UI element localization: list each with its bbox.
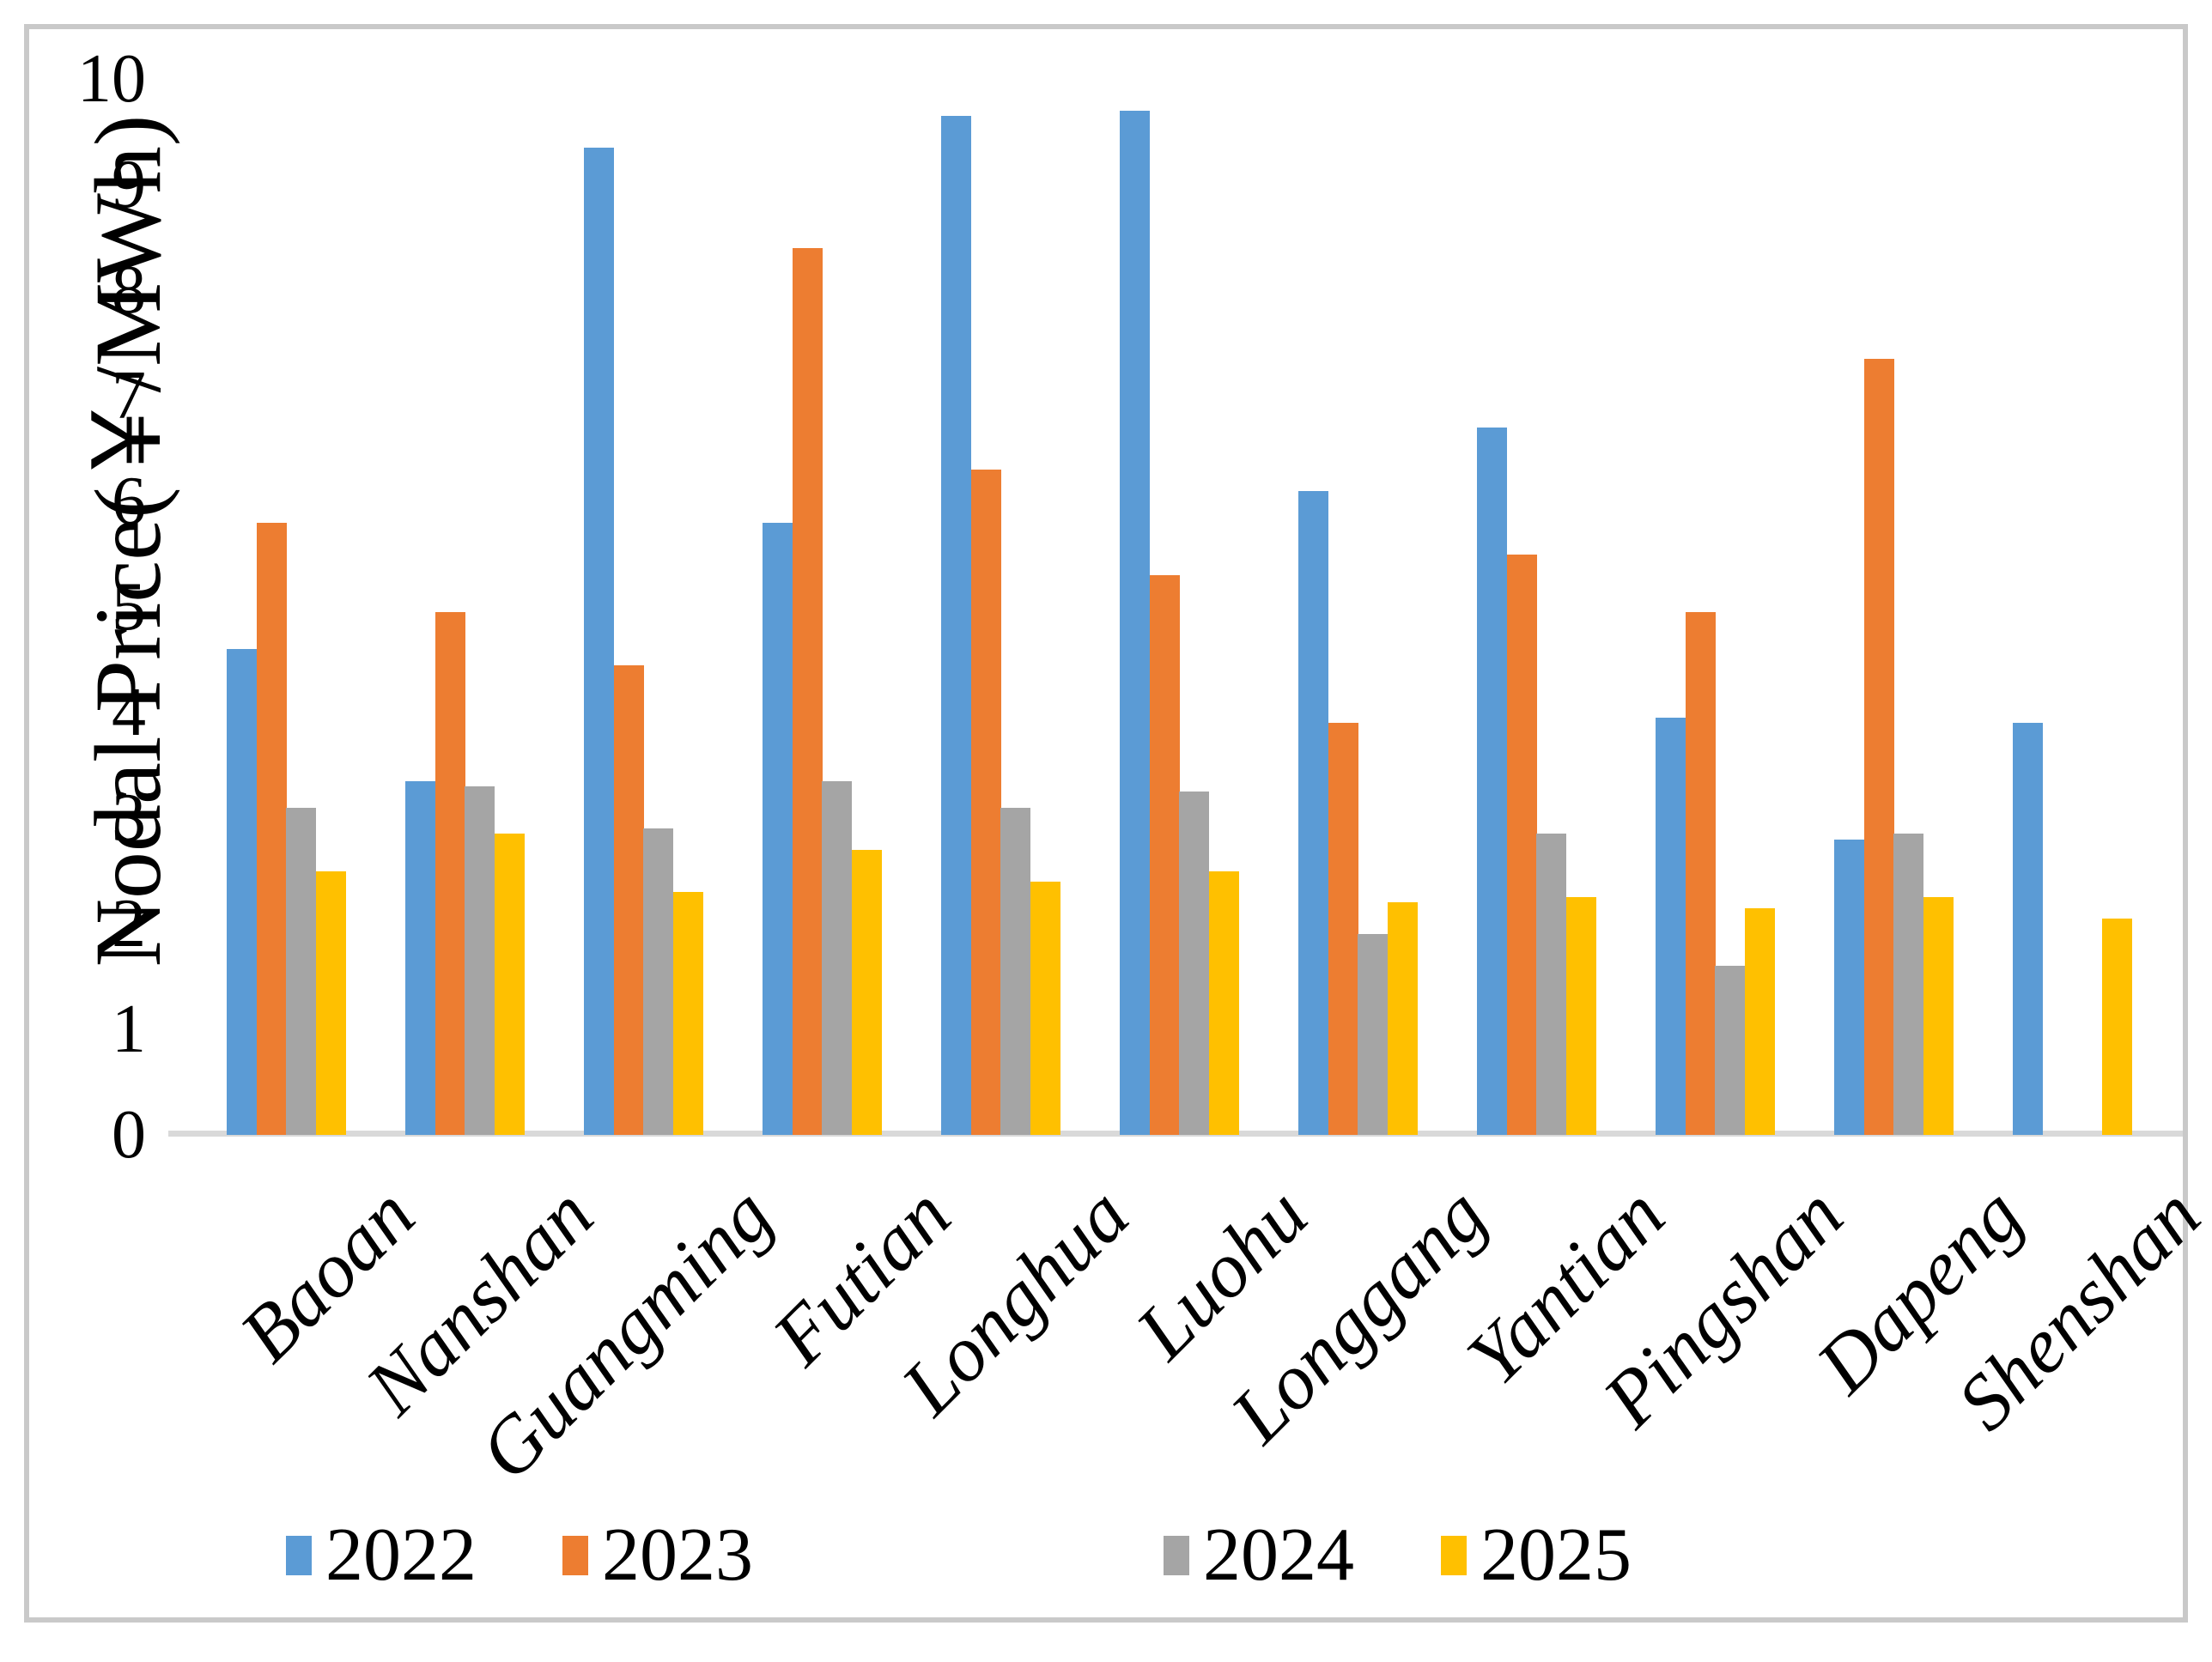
legend-item-2023: 2023 (562, 1516, 753, 1595)
legend-item-2025: 2025 (1441, 1516, 1632, 1595)
y-tick-label: 10 (77, 41, 146, 117)
y-tick-label: 8 (112, 252, 146, 328)
bar-2022-Pingshan (1656, 718, 1686, 1135)
bar-2025-Longhua (1030, 881, 1060, 1135)
legend-swatch-2025 (1441, 1536, 1467, 1575)
legend-label-2022: 2022 (325, 1513, 477, 1597)
bar-2023-Luohu (1149, 575, 1180, 1135)
bar-2022-Baoan (227, 649, 258, 1135)
bar-2023-Pingshan (1685, 612, 1716, 1135)
bar-2023-Baoan (256, 522, 287, 1135)
bar-2023-Longhua (970, 470, 1001, 1135)
bar-2022-Yantian (1477, 427, 1508, 1135)
bar-2022-Luohu (1120, 110, 1151, 1135)
bar-2022-Futian (763, 522, 793, 1135)
bar-2022-Guangming (584, 147, 615, 1135)
bar-2022-Shenshan (2013, 723, 2044, 1135)
bar-2025-Luohu (1208, 870, 1239, 1135)
legend-label-2023: 2023 (602, 1513, 753, 1597)
bar-2025-Longgang (1387, 902, 1418, 1135)
bar-2023-Guangming (613, 664, 644, 1135)
y-tick-label: 6 (112, 464, 146, 539)
y-tick-label: 1 (112, 992, 146, 1067)
bar-2024-Guangming (643, 828, 674, 1135)
bar-2023-Yantian (1506, 554, 1537, 1135)
bar-2025-Dapeng (1923, 897, 1954, 1135)
y-tick-label: 3 (112, 780, 146, 856)
bar-2024-Luohu (1179, 792, 1210, 1135)
bar-2022-Longgang (1298, 490, 1329, 1135)
y-tick-label: 2 (112, 886, 146, 961)
bar-2025-Guangming (672, 892, 703, 1135)
bar-2024-Longhua (1000, 807, 1031, 1135)
bar-2024-Nanshan (465, 786, 495, 1135)
bar-2025-Nanshan (494, 834, 525, 1135)
bar-2022-Dapeng (1834, 839, 1865, 1135)
bar-2022-Longhua (941, 116, 972, 1135)
y-tick-label: 5 (112, 569, 146, 645)
bar-2024-Pingshan (1715, 966, 1746, 1135)
bar-2024-Yantian (1536, 834, 1567, 1135)
bar-2025-Baoan (315, 870, 346, 1135)
y-tick-label: 7 (112, 358, 146, 434)
y-tick-label: 4 (112, 675, 146, 750)
bar-2025-Shenshan (2101, 918, 2132, 1135)
bar-2023-Longgang (1328, 723, 1358, 1135)
figure-border (24, 24, 2188, 1623)
legend-label-2025: 2025 (1480, 1513, 1632, 1597)
bar-2022-Nanshan (405, 780, 436, 1135)
legend-label-2024: 2024 (1203, 1513, 1354, 1597)
legend-swatch-2023 (562, 1536, 588, 1575)
bar-2024-Longgang (1358, 934, 1389, 1135)
legend-swatch-2022 (286, 1536, 312, 1575)
y-tick-label: 9 (112, 147, 146, 222)
legend-swatch-2024 (1164, 1536, 1189, 1575)
y-tick-label: 0 (112, 1097, 146, 1173)
bar-2024-Baoan (286, 807, 317, 1135)
legend-item-2022: 2022 (286, 1516, 477, 1595)
bar-2025-Futian (851, 849, 882, 1135)
bar-2024-Futian (822, 780, 853, 1135)
bar-2025-Yantian (1565, 897, 1596, 1135)
bar-2023-Futian (792, 247, 823, 1135)
bar-2024-Dapeng (1893, 834, 1924, 1135)
bar-2023-Dapeng (1863, 358, 1894, 1135)
bar-2025-Pingshan (1744, 907, 1775, 1135)
legend-item-2024: 2024 (1164, 1516, 1354, 1595)
bar-2023-Nanshan (434, 612, 465, 1135)
